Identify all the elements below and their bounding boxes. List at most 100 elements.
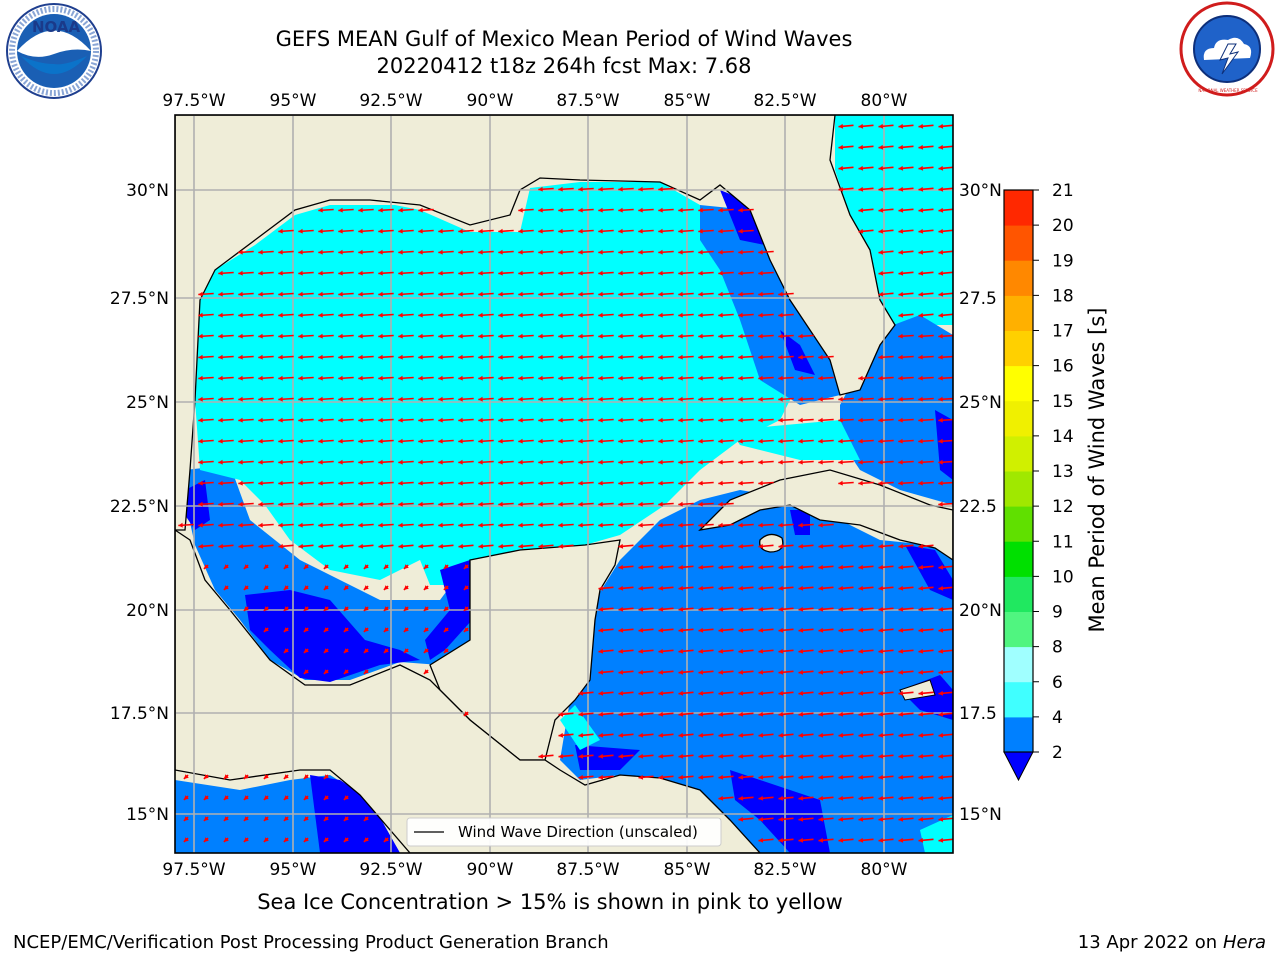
wind-arrow-head: [538, 291, 543, 297]
wind-arrow-head: [778, 585, 784, 591]
wind-arrow-head: [238, 459, 243, 465]
wind-arrow-head: [303, 795, 309, 800]
wind-arrow-head: [458, 354, 463, 360]
honduras-deep-blue: [575, 745, 640, 770]
wind-arrow-head: [938, 837, 944, 843]
wind-arrow-head: [418, 543, 424, 549]
wind-arrow-head: [938, 501, 943, 507]
wind-arrow-head: [398, 207, 403, 213]
wind-arrow-head: [638, 648, 644, 654]
wind-arrow-head: [878, 585, 884, 591]
wind-arrow-head: [778, 396, 783, 402]
nicaragua-deep-blue: [730, 770, 830, 853]
wind-arrow-head: [638, 354, 643, 360]
colorbar-band: [1004, 330, 1033, 367]
wind-arrow-head: [343, 627, 349, 632]
left-lat-label: 27.5°N: [110, 289, 169, 309]
colorbar-band: [1004, 190, 1033, 226]
wind-arrow-head: [358, 375, 363, 381]
wind-arrow-head: [218, 480, 223, 486]
wind-arrow-head: [838, 732, 844, 738]
wind-arrow-head: [378, 291, 383, 297]
bahamas-island: [899, 679, 936, 701]
wind-arrow-head: [738, 480, 743, 486]
top-lon-label: 90°W: [467, 91, 514, 111]
wind-arrow-head: [858, 459, 863, 465]
wind-arrow-head: [698, 438, 703, 444]
wind-arrow-head: [598, 354, 603, 360]
wind-arrow-head: [938, 816, 944, 822]
wind-arrow-head: [938, 123, 944, 129]
wind-arrow-head: [798, 669, 804, 675]
wind-arrow-head: [778, 438, 783, 444]
wind-arrow-head: [938, 648, 944, 654]
wind-arrow-head: [858, 795, 864, 801]
wind-arrow-head: [838, 564, 844, 570]
wind-arrow-head: [838, 543, 844, 549]
wind-arrow-head: [638, 690, 644, 696]
wind-arrow-head: [818, 585, 824, 591]
wind-arrow-head: [558, 291, 563, 297]
wind-arrow-head: [858, 669, 864, 675]
wind-arrow-head: [303, 669, 309, 674]
wind-arrow-head: [498, 543, 504, 549]
wind-arrow-head: [378, 438, 383, 444]
colorbar-band: [1004, 225, 1033, 261]
wind-arrow-head: [878, 690, 884, 696]
wind-arrow-head: [658, 249, 663, 255]
wind-arrow-head: [738, 606, 744, 612]
wind-arrow-head: [618, 333, 623, 339]
wind-arrow-head: [223, 774, 229, 779]
wind-arrow-head: [658, 459, 663, 465]
wind-arrow-head: [858, 774, 864, 780]
wind-arrow-head: [718, 228, 723, 234]
wind-arrow-head: [918, 648, 924, 654]
wind-arrow-head: [258, 501, 263, 507]
wind-arrow-head: [758, 732, 764, 738]
wind-arrow-head: [418, 501, 423, 507]
wind-arrow-head: [598, 648, 604, 654]
wind-arrow-head: [438, 354, 443, 360]
wind-arrow-head: [658, 564, 664, 570]
wind-arrow-head: [898, 795, 904, 801]
date-text: 13 Apr 2022 on Hera: [1078, 932, 1266, 953]
wind-arrow-head: [418, 354, 423, 360]
wind-arrow-head: [363, 669, 369, 674]
wind-arrow-head: [738, 816, 744, 822]
wind-arrow-head: [198, 333, 203, 339]
wind-arrow-head: [778, 543, 784, 549]
wind-arrow-head: [363, 837, 369, 842]
wind-arrow-head: [203, 795, 209, 800]
wind-arrow-head: [278, 312, 283, 318]
wind-arrow-head: [258, 249, 263, 255]
wind-arrow-head: [898, 606, 904, 612]
wind-arrow-head: [718, 753, 724, 759]
colorbar-band: [1004, 541, 1033, 577]
wind-arrow-head: [878, 396, 883, 402]
wind-arrow-head: [818, 690, 824, 696]
wind-arrow-head: [798, 522, 803, 528]
wind-arrow-head: [278, 270, 283, 276]
wind-arrow-head: [203, 774, 209, 779]
wind-arrow-head: [358, 207, 363, 213]
wind-arrow-head: [218, 354, 223, 360]
wind-arrow-head: [303, 627, 309, 632]
wind-arrow-head: [378, 249, 383, 255]
wind-arrow-head: [798, 606, 804, 612]
colorbar-band: [1004, 716, 1033, 753]
wind-arrow-head: [798, 333, 803, 339]
wind-arrow-head: [518, 438, 523, 444]
wind-arrow-head: [478, 375, 483, 381]
wind-arrow-head: [198, 417, 203, 423]
wind-arrow-head: [898, 564, 904, 570]
top-lon-label: 97.5°W: [162, 91, 225, 111]
wind-arrow-head: [698, 627, 704, 633]
wind-arrow-head: [538, 249, 543, 255]
wind-arrow-head: [538, 543, 544, 549]
wind-arrow-head: [218, 396, 223, 402]
wind-arrow-head: [858, 753, 864, 759]
wind-arrow-head: [678, 648, 684, 654]
wind-arrow-head: [678, 522, 683, 528]
wind-arrow-head: [658, 396, 663, 402]
wind-arrow-head: [258, 270, 263, 276]
